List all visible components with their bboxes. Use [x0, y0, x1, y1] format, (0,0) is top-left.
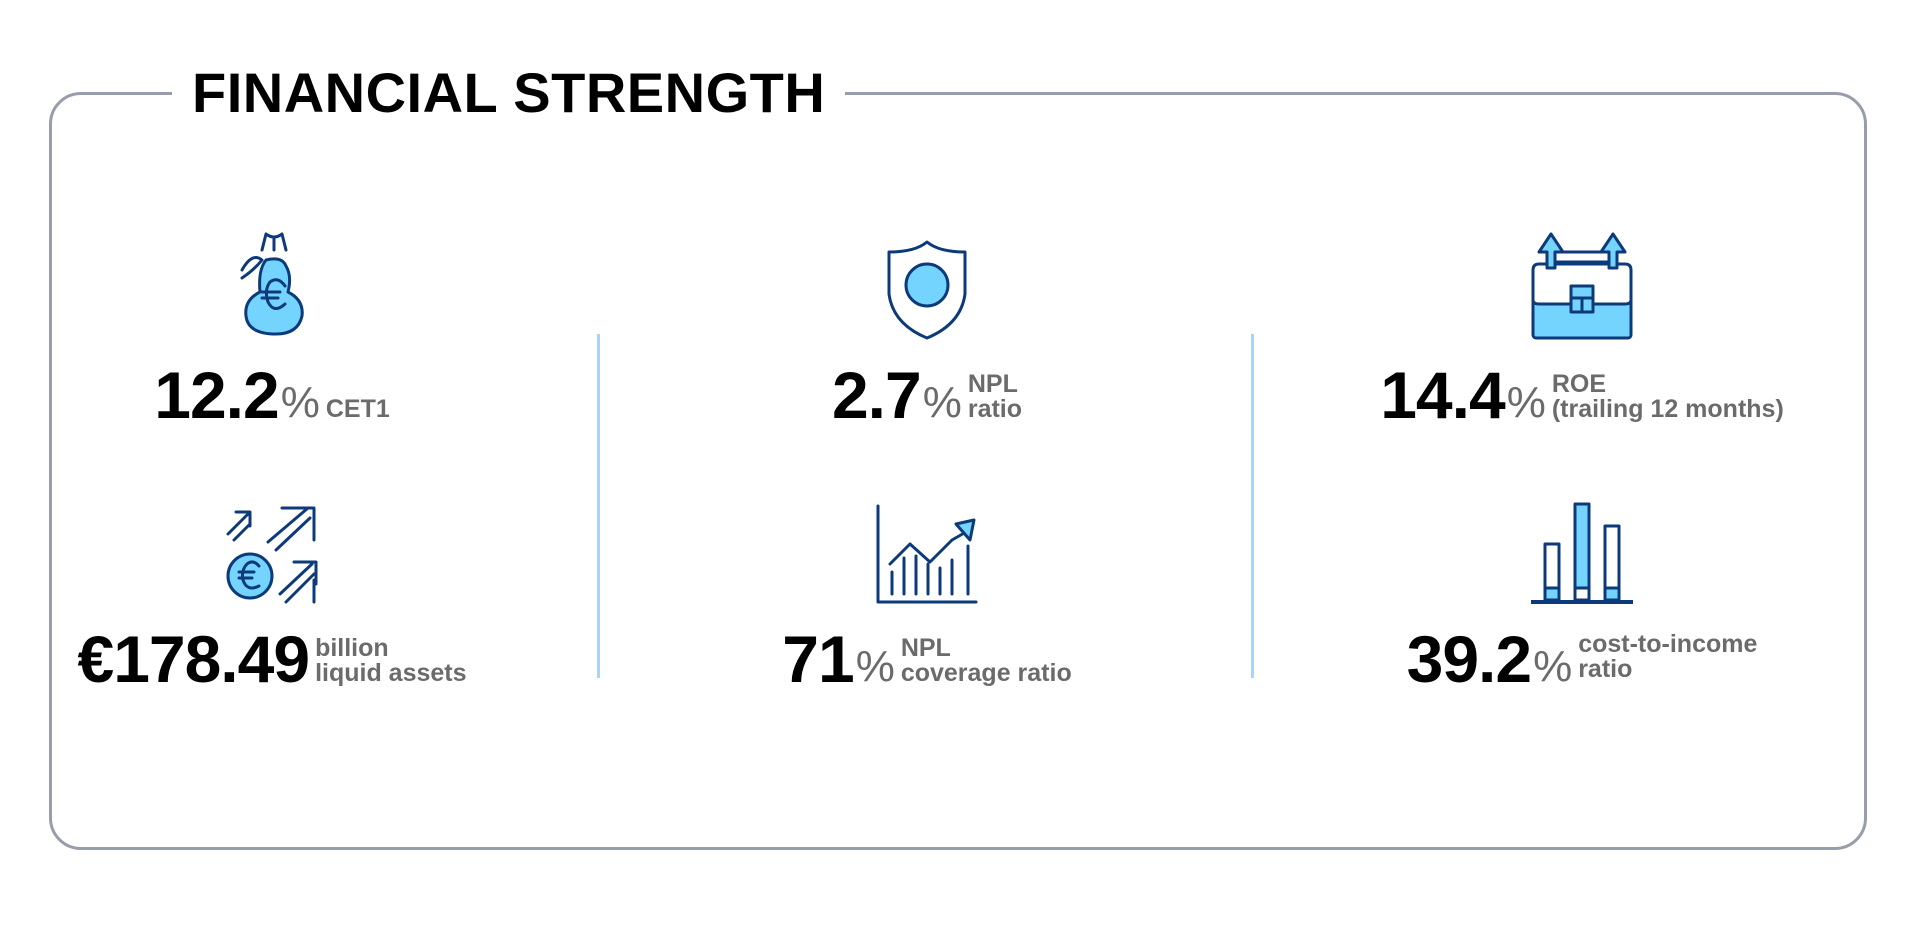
metric-label: billion: [315, 634, 389, 662]
metric-label: ROE: [1551, 370, 1606, 398]
metric-value: 178.49: [113, 622, 310, 696]
metric-value: 2.7: [831, 358, 922, 432]
metric-cet1: 12.2 % CET1: [12, 230, 532, 432]
euro-growth-arrows-icon: [222, 500, 322, 606]
metric-npl-ratio: 2.7 % NPL ratio: [667, 230, 1187, 432]
metric-value: 71: [782, 622, 854, 696]
section-title: FINANCIAL STRENGTH: [172, 58, 846, 128]
financial-strength-panel: [49, 92, 1867, 850]
metric-label: ratio: [967, 395, 1023, 423]
metric-label: NPL: [900, 634, 951, 662]
line-bar-chart-up-icon: [874, 500, 980, 606]
metric-label: coverage ratio: [900, 659, 1072, 687]
metric-unit: %: [1506, 378, 1546, 427]
metric-label: NPL: [967, 370, 1018, 398]
column-divider: [1251, 334, 1254, 678]
metric-label: cost-to-income: [1578, 630, 1758, 658]
metric-value: 14.4: [1380, 358, 1505, 432]
metric-roe: 14.4 % ROE (trailing 12 months): [1322, 230, 1842, 432]
metric-npl-coverage: 71 % NPL coverage ratio: [667, 500, 1187, 696]
briefcase-arrows-up-icon: [1527, 230, 1637, 342]
metric-value: 12.2: [154, 358, 279, 432]
bar-chart-icon: [1529, 500, 1635, 606]
metric-unit: %: [280, 378, 320, 427]
metric-unit: %: [1533, 642, 1573, 691]
metric-label: liquid assets: [315, 659, 467, 687]
metric-cost-to-income: 39.2 % cost-to-income ratio: [1322, 500, 1842, 696]
metric-prefix: €: [77, 622, 114, 696]
column-divider: [597, 334, 600, 678]
metric-label: CET1: [325, 395, 390, 423]
shield-icon: [879, 230, 975, 342]
metric-label: (trailing 12 months): [1551, 395, 1784, 423]
money-bag-euro-icon: [222, 230, 322, 342]
metric-label: ratio: [1578, 655, 1633, 683]
metric-unit: %: [855, 642, 895, 691]
metric-liquid-assets: € 178.49 billion liquid assets: [12, 500, 532, 696]
metric-unit: %: [922, 378, 962, 427]
metric-value: 39.2: [1406, 622, 1532, 696]
